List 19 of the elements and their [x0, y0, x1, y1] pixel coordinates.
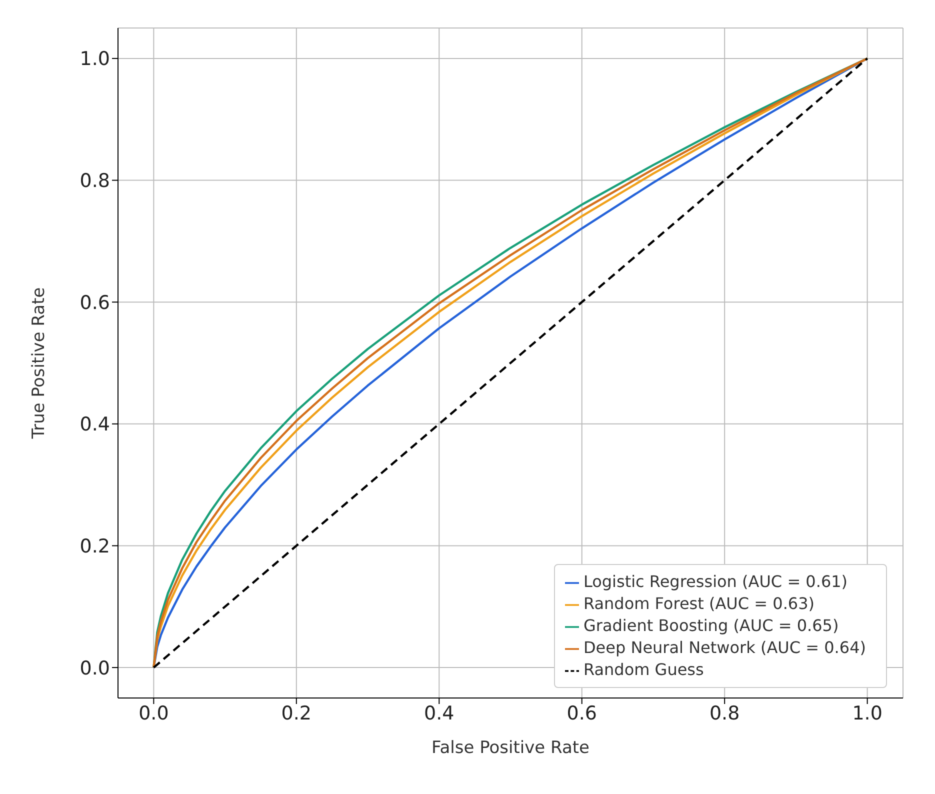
- x-tick-label: 0.0: [138, 702, 169, 724]
- x-tick-label: 0.4: [424, 702, 454, 724]
- legend-label: Deep Neural Network (AUC = 0.64): [583, 638, 866, 657]
- legend-label: Random Forest (AUC = 0.63): [583, 594, 814, 613]
- y-tick-label: 1.0: [80, 48, 110, 70]
- x-tick-label: 0.2: [281, 702, 312, 724]
- y-tick-label: 0.4: [80, 414, 110, 436]
- y-tick-label: 0.6: [80, 292, 110, 314]
- x-tick-label: 0.8: [709, 702, 740, 724]
- x-tick-label: 1.0: [852, 702, 882, 724]
- y-tick-label: 0.8: [80, 170, 110, 192]
- legend-label: Logistic Regression (AUC = 0.61): [583, 572, 848, 591]
- legend-label: Random Guess: [583, 660, 704, 679]
- y-tick-label: 0.0: [80, 657, 110, 680]
- y-axis-title: True Positive Rate: [29, 287, 50, 440]
- x-axis-title: False Positive Rate: [432, 738, 590, 758]
- x-tick-label: 0.6: [566, 702, 597, 724]
- y-tick-label: 0.2: [80, 535, 110, 558]
- legend-label: Gradient Boosting (AUC = 0.65): [583, 616, 839, 635]
